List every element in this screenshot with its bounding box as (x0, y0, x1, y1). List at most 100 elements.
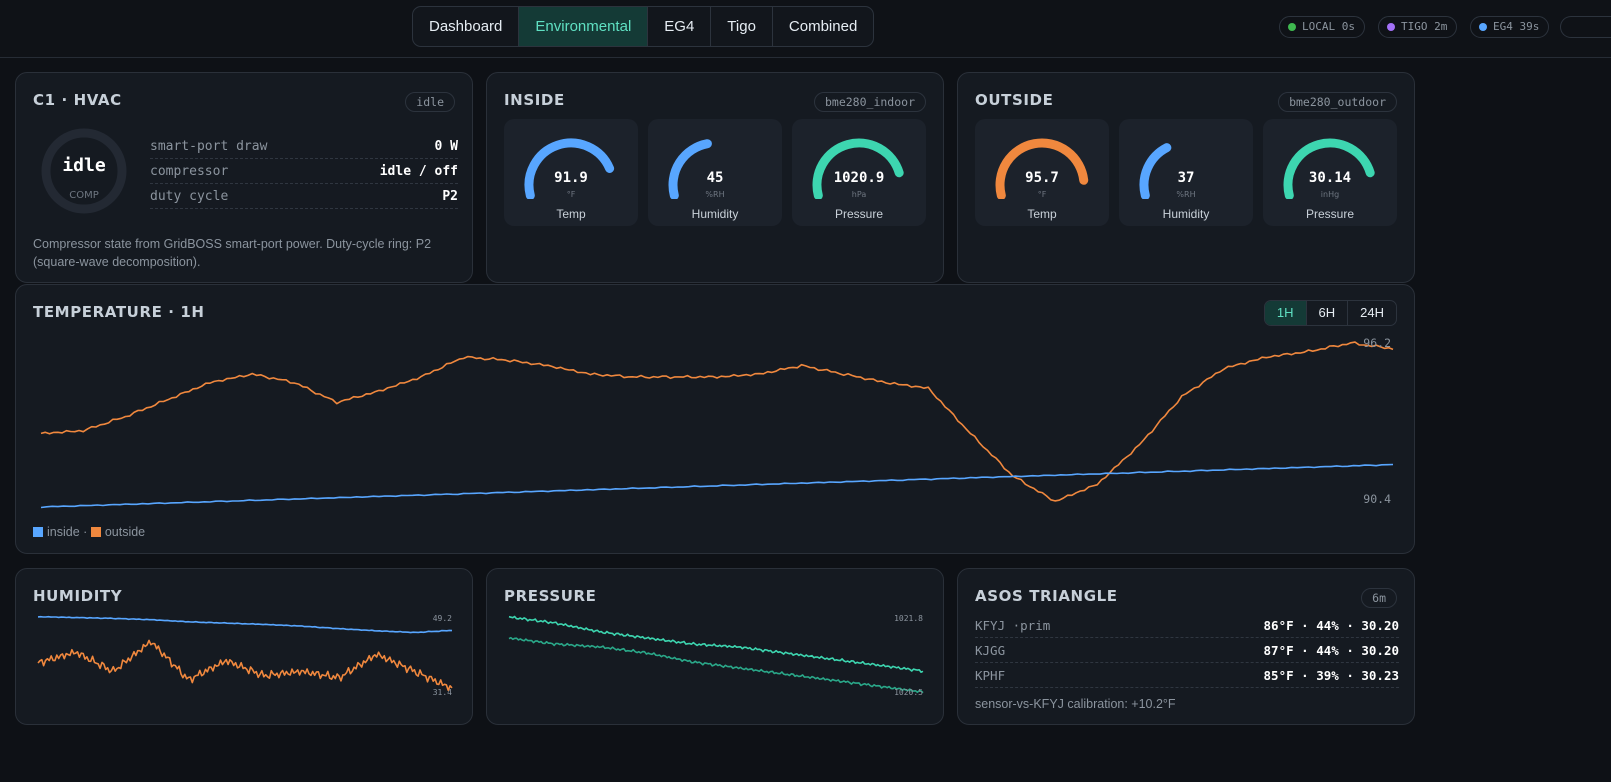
inside-title: INSIDE (504, 91, 565, 109)
legend-swatch-outside (90, 527, 101, 537)
calibration-note: sensor-vs-KFYJ calibration: +10.2°F (975, 697, 1176, 711)
tab-combined[interactable]: Combined (788, 18, 858, 35)
temperature-legend: inside · outside (33, 525, 145, 539)
asos-station: KJGG (975, 643, 1006, 658)
humidity-max-label: 49.2 (433, 614, 452, 623)
kv-value: P2 (442, 189, 458, 204)
kv-key: smart-port draw (150, 139, 268, 154)
kv-row: smart-port draw 0 W (150, 134, 458, 159)
gauge-label: Humidity (691, 207, 739, 221)
range-selector: 1H 6H 24H (1263, 300, 1397, 326)
range-24h-button[interactable]: 24H (1360, 305, 1384, 320)
series-line-inside (37, 615, 453, 634)
asos-station: KPHF (975, 668, 1006, 683)
asos-station: KFYJ ·prim (975, 618, 1051, 633)
gauge-outside-humidity: 37 %RH Humidity (1119, 119, 1253, 226)
gauge-label: Temp (1027, 207, 1057, 221)
kv-value: 0 W (434, 139, 458, 154)
humidity-title: HUMIDITY (33, 587, 123, 605)
gauge-inside-pressure: 1020.9 hPa Pressure (792, 119, 926, 226)
y-min-label: 90.4 (1363, 492, 1391, 506)
kv-key: duty cycle (150, 189, 229, 204)
asos-reading: 86°F · 44% · 30.20 (1263, 618, 1399, 633)
gauge-value: 37 (1177, 170, 1195, 186)
compressor-ring: idle COMP (40, 127, 128, 215)
status-dot-icon (1387, 23, 1395, 31)
humidity-card: HUMIDITY 49.2 31.4 (15, 568, 473, 725)
asos-title: ASOS TRIANGLE (975, 587, 1118, 605)
inside-card: INSIDE bme280_indoor 91.9 °F Temp 45 %RH… (486, 72, 944, 283)
gauge-fill-arc (812, 138, 904, 199)
tab-dashboard[interactable]: Dashboard (413, 7, 520, 46)
status-eg4: EG4 39s (1470, 16, 1550, 38)
legend-swatch-inside (33, 527, 43, 537)
temperature-chart: 96.2 90.4 (40, 336, 1394, 509)
kv-key: compressor (150, 164, 229, 179)
nav-tabs: Dashboard Environmental EG4 Tigo Combine… (412, 6, 875, 47)
pressure-card: PRESSURE 1021.8 1020.5 (486, 568, 944, 725)
kv-row: duty cycle P2 (150, 184, 458, 209)
hvac-title: C1 · HVAC (33, 91, 122, 109)
status-partial (1560, 16, 1611, 38)
ring-label: COMP (69, 190, 99, 201)
gauge-inside-temp: 91.9 °F Temp (504, 119, 638, 226)
pressure-title: PRESSURE (504, 587, 597, 605)
gauge-value: 45 (706, 170, 724, 186)
gauge-fill-arc (668, 139, 712, 199)
status-tigo: TIGO 2m (1378, 16, 1458, 38)
kv-row: compressor idle / off (150, 159, 458, 184)
gauge-unit: %RH (705, 190, 725, 199)
gauge-fill-arc (1283, 138, 1375, 199)
temperature-title: TEMPERATURE · 1H (33, 303, 205, 321)
series-line-inside (508, 615, 924, 673)
series-line-outside (37, 639, 453, 692)
asos-reading: 87°F · 44% · 30.20 (1263, 643, 1399, 658)
gauge-unit: °F (1037, 190, 1047, 199)
gauge-arc-icon (1283, 138, 1375, 199)
inside-sensor-badge: bme280_indoor (813, 92, 926, 112)
y-max-label: 96.2 (1363, 336, 1391, 350)
tab-tigo[interactable]: Tigo (711, 7, 773, 46)
pressure-max-label: 1021.8 (894, 614, 923, 623)
gauge-value: 95.7 (1025, 170, 1059, 186)
series-line-outside (508, 636, 924, 694)
range-1h-button[interactable]: 1H (1264, 301, 1307, 325)
hvac-badge: idle (405, 92, 455, 112)
gauge-unit: hPa (851, 190, 867, 199)
gauge-value: 91.9 (554, 170, 588, 186)
gauge-unit: %RH (1176, 190, 1196, 199)
gauge-fill-arc (524, 138, 615, 199)
gauge-fill-arc (1139, 143, 1172, 199)
pressure-chart: 1021.8 1020.5 (508, 614, 924, 697)
hvac-card: C1 · HVAC idle idle COMP smart-port draw… (15, 72, 473, 283)
gauge-label: Temp (556, 207, 586, 221)
outside-card: OUTSIDE bme280_outdoor 95.7 °F Temp 37 %… (957, 72, 1415, 283)
gauge-unit: inHg (1320, 190, 1340, 199)
temperature-card: TEMPERATURE · 1H 1H 6H 24H 96.2 90.4 ins… (15, 284, 1415, 554)
ring-track-icon (41, 128, 127, 214)
asos-row: KJGG 87°F · 44% · 30.20 (975, 638, 1399, 663)
gauge-unit: °F (566, 190, 576, 199)
gauge-value: 1020.9 (833, 170, 885, 186)
asos-row: KPHF 85°F · 39% · 30.23 (975, 663, 1399, 688)
outside-sensor-badge: bme280_outdoor (1278, 92, 1397, 112)
status-dot-icon (1479, 23, 1487, 31)
range-6h-button[interactable]: 6H (1307, 301, 1349, 325)
series-line-outside (40, 341, 1394, 502)
tab-environmental[interactable]: Environmental (519, 7, 649, 46)
outside-title: OUTSIDE (975, 91, 1054, 109)
tab-eg4[interactable]: EG4 (648, 7, 712, 46)
ring-value: idle (62, 155, 106, 176)
hvac-description: Compressor state from GridBOSS smart-por… (33, 237, 432, 269)
legend-outside: outside (104, 525, 146, 539)
legend-separator: · (83, 525, 88, 539)
humidity-min-label: 31.4 (433, 688, 452, 697)
status-local: LOCAL 0s (1279, 16, 1365, 38)
asos-card: ASOS TRIANGLE 6m KFYJ ·prim 86°F · 44% ·… (957, 568, 1415, 725)
gauge-arc-icon (668, 139, 712, 199)
legend-inside: inside (47, 525, 80, 539)
gauge-arc-icon (812, 138, 904, 199)
gauge-inside-humidity: 45 %RH Humidity (648, 119, 782, 226)
gauge-label: Pressure (1305, 207, 1355, 221)
asos-reading: 85°F · 39% · 30.23 (1263, 668, 1399, 683)
